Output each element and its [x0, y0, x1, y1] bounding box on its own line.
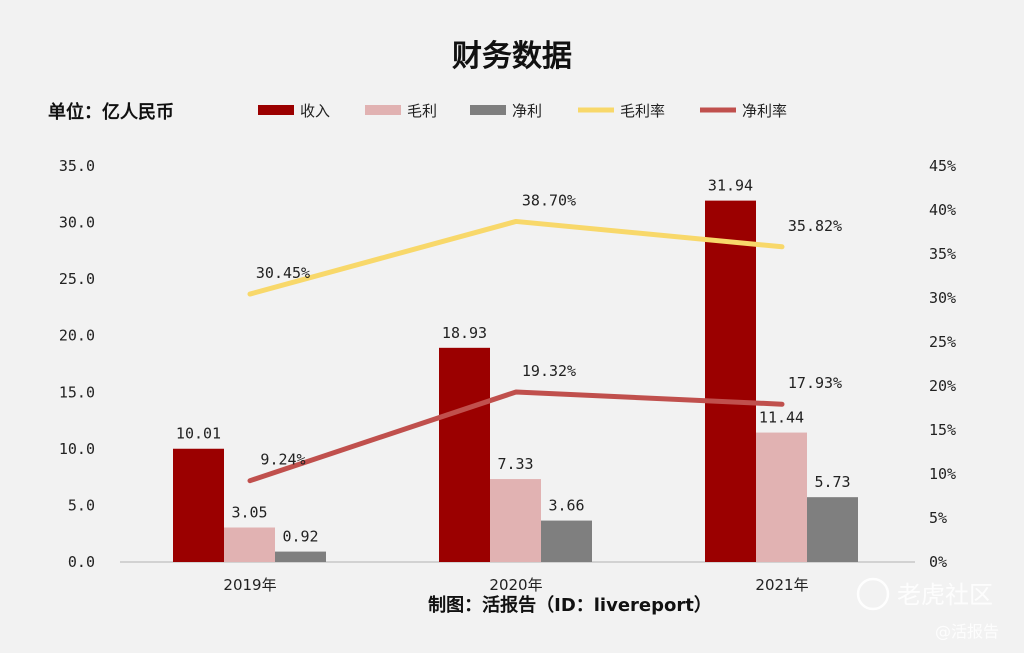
right-tick-label: 35% [929, 245, 956, 263]
left-tick-label: 25.0 [59, 270, 95, 288]
bar-value-label: 5.73 [814, 473, 850, 491]
bar-value-label: 7.33 [497, 455, 533, 473]
line-毛利率 [247, 218, 785, 297]
bar-净利 [541, 520, 592, 562]
legend-swatch [470, 105, 506, 115]
legend-label: 净利 [512, 102, 542, 120]
bar-value-label: 18.93 [442, 324, 487, 342]
bar-value-label: 31.94 [708, 177, 753, 195]
legend-swatch [258, 105, 294, 115]
bar-毛利 [756, 432, 807, 562]
left-tick-label: 20.0 [59, 327, 95, 345]
left-tick-label: 30.0 [59, 214, 95, 232]
category-label: 2019年 [223, 576, 276, 594]
unit-label: 单位：亿人民币 [48, 101, 174, 123]
left-tick-label: 0.0 [68, 553, 95, 571]
legend-label: 毛利率 [620, 102, 665, 120]
left-axis: 0.0 5.0 10.0 15.0 20.0 25.0 30.0 35.0 [59, 157, 95, 571]
right-tick-label: 0% [929, 553, 947, 571]
right-tick-label: 5% [929, 509, 947, 527]
bar-收入 [439, 347, 490, 562]
line-value-label: 38.70% [522, 191, 576, 209]
right-tick-label: 15% [929, 421, 956, 439]
bars [173, 200, 858, 563]
watermark-handle: @活报告 [935, 622, 999, 641]
legend-swatch [365, 105, 401, 115]
line-净利率 [247, 389, 785, 484]
left-tick-label: 5.0 [68, 496, 95, 514]
legend: 收入 毛利 净利 毛利率 净利率 [258, 102, 787, 120]
right-tick-label: 40% [929, 201, 956, 219]
bar-净利 [807, 497, 858, 562]
left-tick-label: 10.0 [59, 440, 95, 458]
legend-label: 毛利 [407, 102, 437, 120]
line-value-label: 19.32% [522, 362, 576, 380]
line-value-label: 30.45% [256, 264, 310, 282]
chart-title: 财务数据 [452, 39, 572, 74]
bar-value-label: 0.92 [282, 528, 318, 546]
category-labels: 2019年 2020年 2021年 [223, 576, 808, 594]
left-tick-label: 35.0 [59, 157, 95, 175]
bar-value-label: 10.01 [176, 425, 221, 443]
bar-净利 [275, 551, 326, 562]
line-value-label: 17.93% [788, 374, 842, 392]
right-tick-label: 25% [929, 333, 956, 351]
watermark: 老虎社区 @活报告 [856, 577, 999, 641]
left-tick-label: 15.0 [59, 383, 95, 401]
right-tick-label: 10% [929, 465, 956, 483]
bar-毛利 [224, 527, 275, 562]
legend-label: 净利率 [742, 102, 787, 120]
chart-source: 制图：活报告（ID：livereport） [428, 594, 712, 616]
legend-label: 收入 [300, 102, 330, 120]
lines [247, 218, 785, 484]
right-tick-label: 30% [929, 289, 956, 307]
tiger-logo-icon [856, 577, 890, 611]
line-value-label: 35.82% [788, 217, 842, 235]
bar-收入 [173, 448, 224, 562]
bar-value-label: 3.66 [548, 497, 584, 515]
bar-value-label: 11.44 [759, 409, 804, 427]
category-label: 2021年 [755, 576, 808, 594]
line-value-label: 9.24% [260, 451, 305, 469]
bar-毛利 [490, 479, 541, 562]
right-tick-label: 20% [929, 377, 956, 395]
category-label: 2020年 [489, 576, 542, 594]
bar-value-label: 3.05 [231, 503, 267, 521]
right-axis: 0% 5% 10% 15% 20% 25% 30% 35% 40% 45% [929, 157, 956, 571]
bar-收入 [705, 200, 756, 563]
data-labels: 10.01 18.93 31.94 3.05 7.33 11.44 0.92 3.66 5.73… [176, 177, 851, 546]
right-tick-label: 45% [929, 157, 956, 175]
watermark-brand: 老虎社区 [897, 581, 993, 609]
